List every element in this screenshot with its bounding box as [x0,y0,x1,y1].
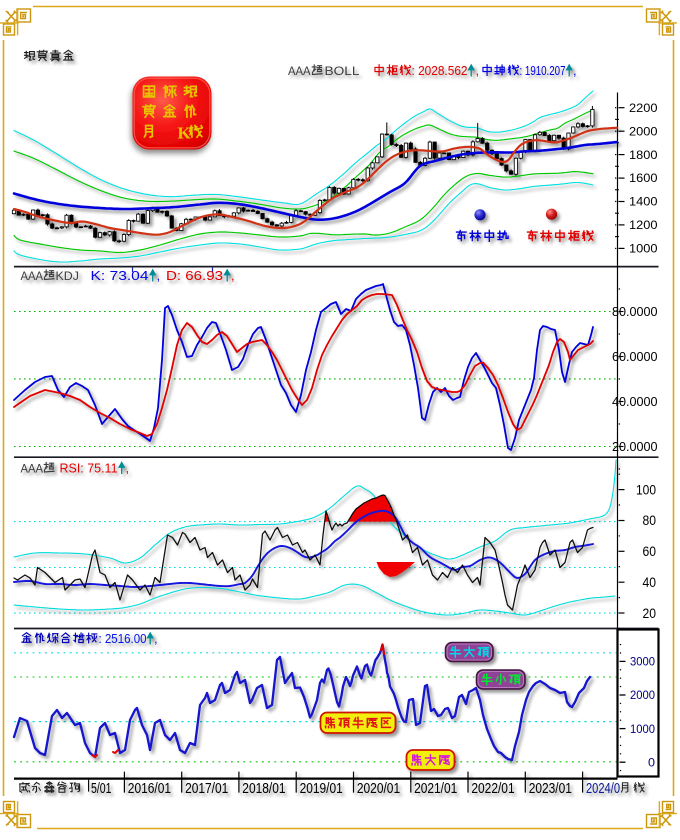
svg-text:AAA: AAA [288,64,311,78]
svg-text:5/01: 5/01 [91,780,112,797]
svg-text:1400: 1400 [629,195,658,209]
svg-text:2022/01: 2022/01 [471,780,514,797]
svg-text:D: 66.93: D: 66.93 [166,268,223,283]
svg-text:40: 40 [643,575,657,591]
svg-text:K: 73.04: K: 73.04 [91,268,149,283]
svg-text:KDJ: KDJ [56,269,79,283]
svg-text:2018/01: 2018/01 [242,780,285,797]
svg-text:,: , [476,63,480,78]
svg-text:2200: 2200 [629,101,658,115]
svg-text:40.0000: 40.0000 [612,394,658,409]
svg-text:2017/01: 2017/01 [185,780,228,797]
svg-text:2016/01: 2016/01 [128,780,171,797]
svg-text:20: 20 [643,606,657,622]
svg-text:20.0000: 20.0000 [612,439,658,454]
svg-text:: 2028.562: : 2028.562 [412,63,468,78]
svg-text:BOLL: BOLL [325,64,360,78]
svg-text:,: , [231,268,235,283]
svg-text:2021/01: 2021/01 [414,780,457,797]
svg-text:80: 80 [643,513,657,529]
svg-text:1000: 1000 [630,722,655,736]
svg-text:1800: 1800 [629,148,658,162]
svg-text:,: , [573,63,577,78]
svg-text:3000: 3000 [630,655,655,669]
svg-text:,: , [126,461,130,476]
svg-text:1200: 1200 [629,218,658,232]
svg-text:: 2516.00: : 2516.00 [99,631,147,646]
svg-text:100: 100 [636,482,656,498]
svg-text:AAA: AAA [21,269,44,283]
svg-text:2000: 2000 [630,688,655,702]
svg-text:2019/01: 2019/01 [300,780,343,797]
svg-text:: 1910.207: : 1910.207 [520,63,566,78]
svg-text:1000: 1000 [629,242,658,256]
svg-text:RSI: 75.11: RSI: 75.11 [60,461,118,476]
svg-text:,: , [154,631,158,646]
svg-text:1600: 1600 [629,171,658,185]
svg-text:2000: 2000 [629,124,658,138]
svg-text:0: 0 [648,755,655,769]
svg-text:,: , [157,268,161,283]
svg-text:60.0000: 60.0000 [612,349,658,364]
svg-text:2023/01: 2023/01 [529,780,572,797]
svg-text:80.0000: 80.0000 [612,304,658,319]
svg-text:2024/0: 2024/0 [586,780,620,797]
svg-text:60: 60 [643,544,657,560]
svg-text:2020/01: 2020/01 [357,780,400,797]
svg-text:AAA: AAA [21,462,44,476]
svg-text:K: K [178,124,192,143]
